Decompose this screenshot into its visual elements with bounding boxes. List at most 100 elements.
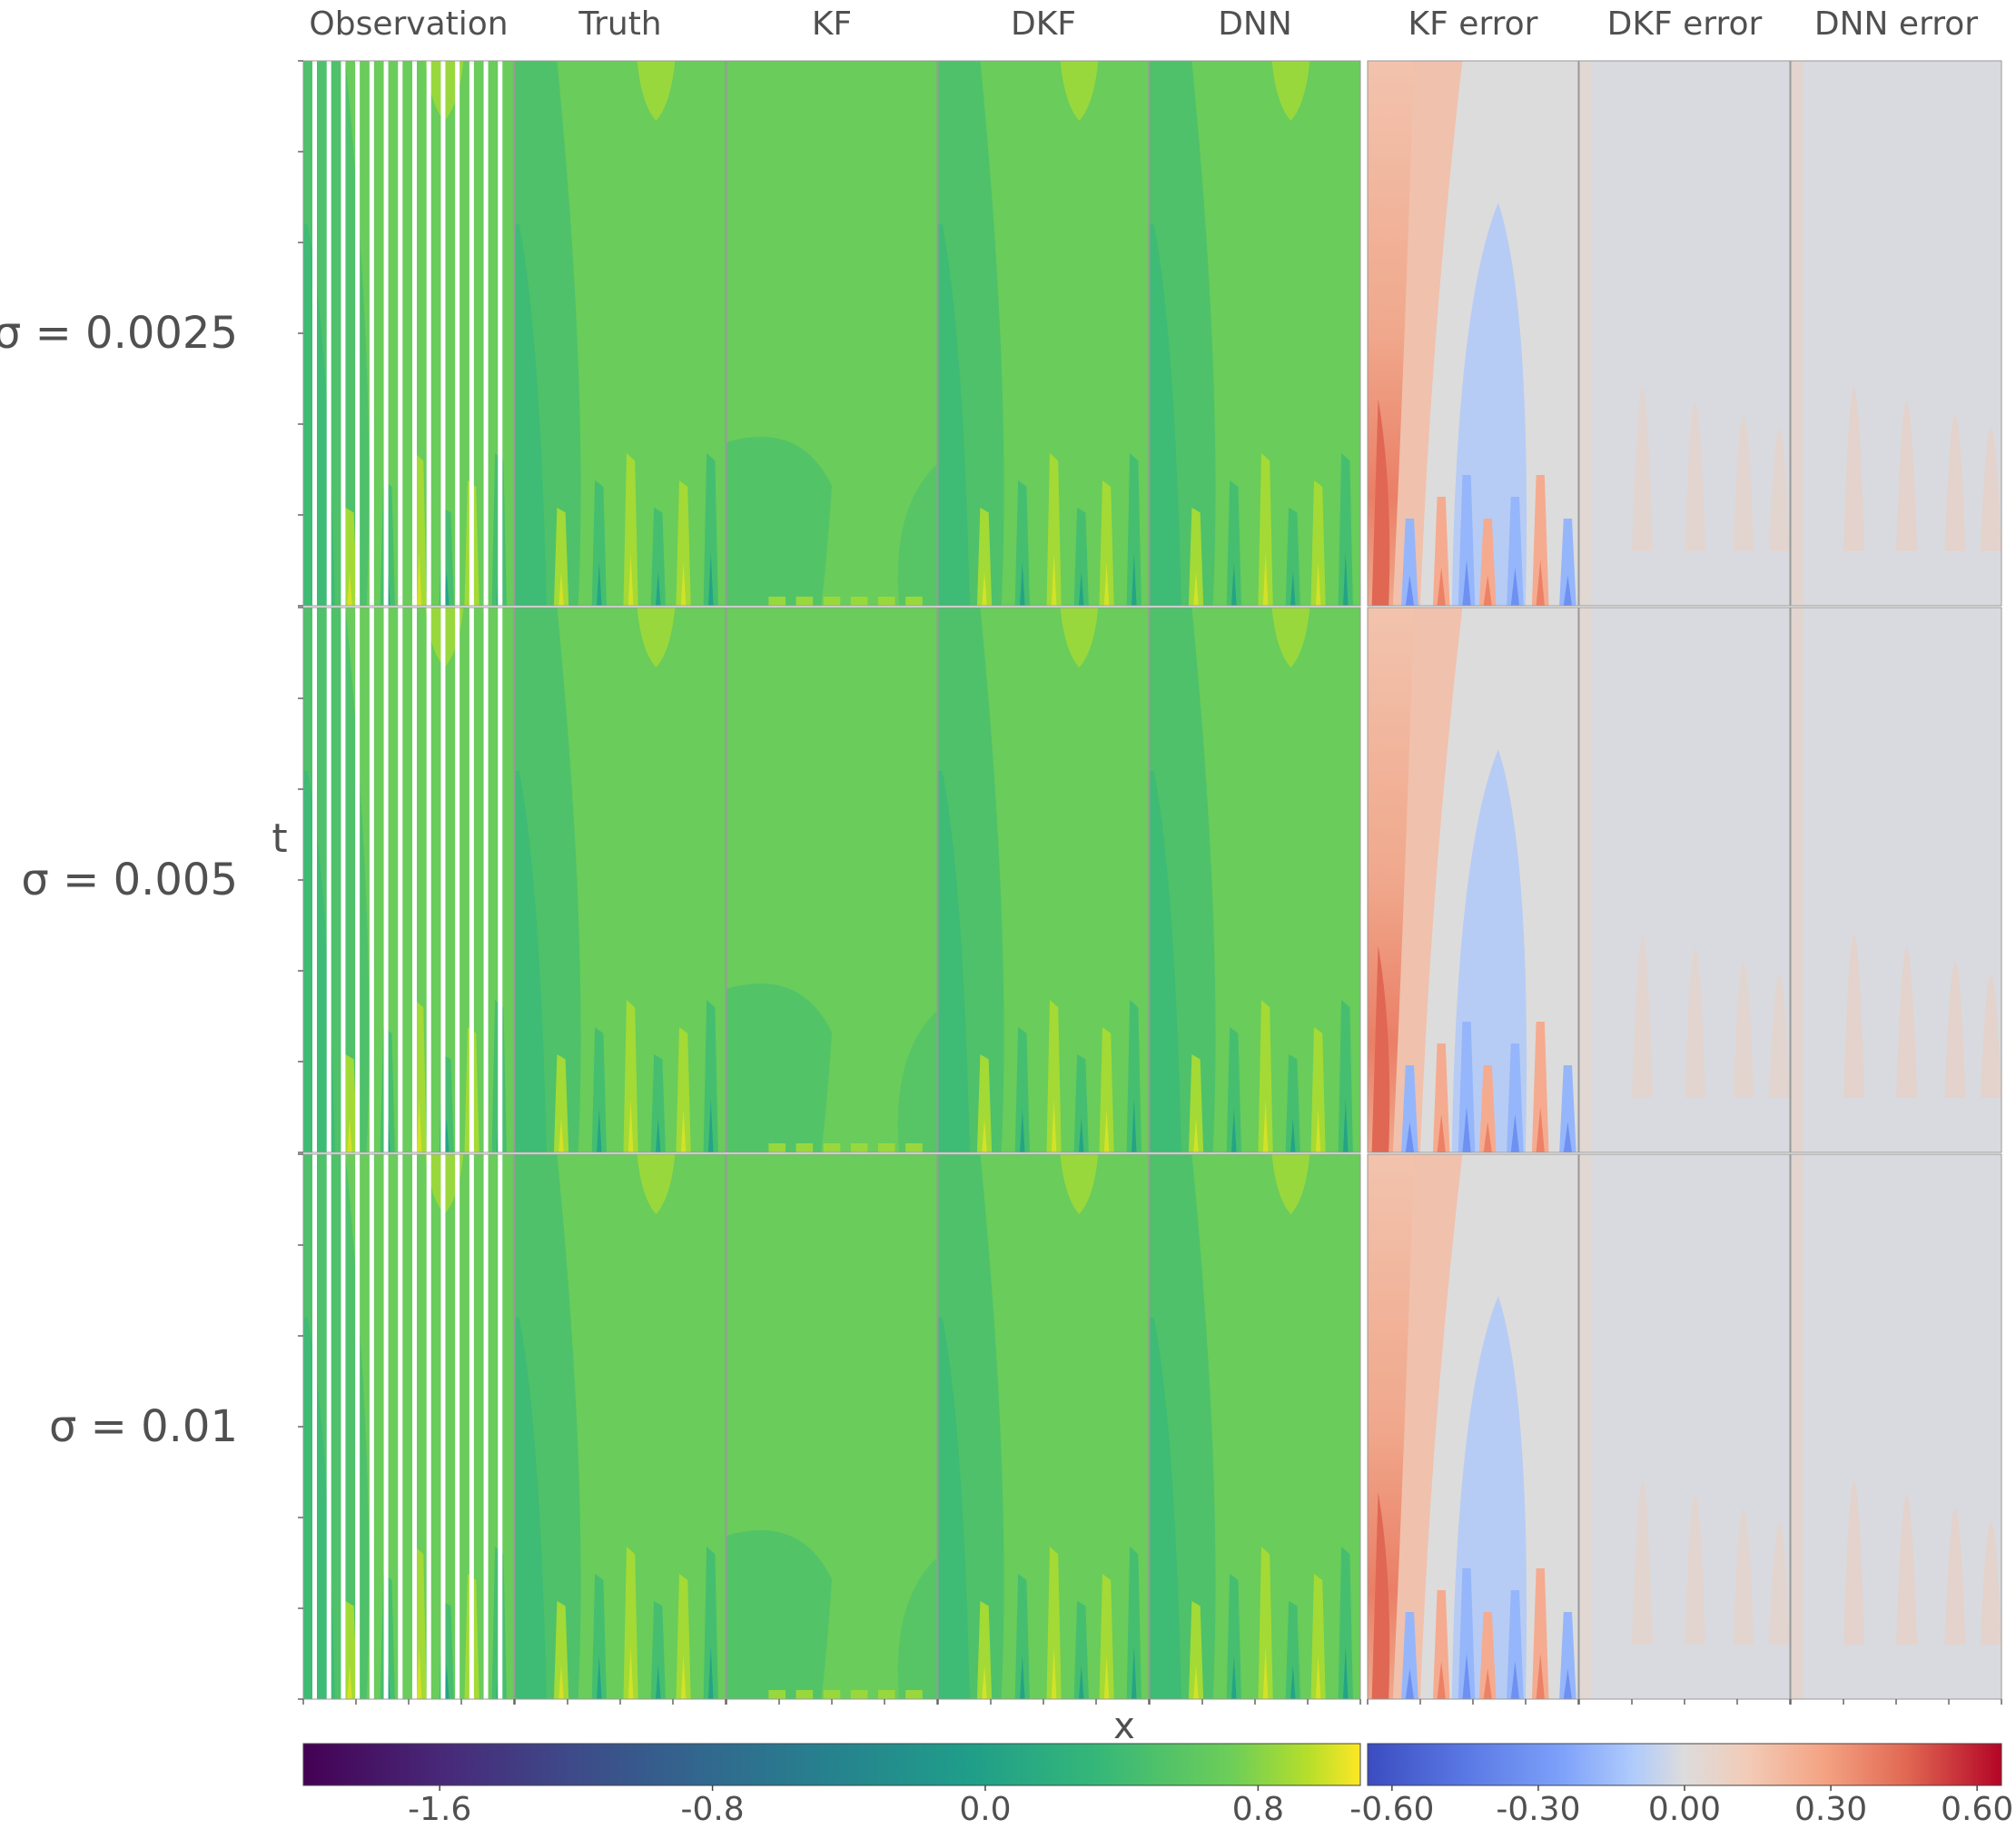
- observation-gap: [369, 61, 374, 606]
- field-spike-core: [416, 552, 422, 606]
- observation-gap: [412, 61, 417, 606]
- field-bottom-spike: [976, 508, 993, 606]
- panel-border: [1790, 60, 2002, 607]
- field-bottom-spike: [1046, 1000, 1062, 1152]
- field-top-peak: [637, 61, 676, 121]
- column-titles: Observation Truth KF DKF DNN KF error DKF erro…: [309, 5, 1978, 43]
- colorbar-tick-label: -1.6: [408, 1791, 471, 1828]
- error-background: [1579, 61, 1790, 606]
- colorbar-error-bar: [1367, 1743, 2002, 1786]
- panel-border: [726, 607, 938, 1153]
- field-bottom-spike: [703, 1000, 718, 1152]
- kf-error-spike: [1559, 519, 1576, 606]
- field-bottom-spike: [1073, 508, 1089, 606]
- field-bottom-spike: [1258, 1000, 1273, 1152]
- error-ripple: [1579, 608, 1592, 1152]
- field-top-peak: [1060, 61, 1099, 121]
- field-spike-core: [416, 1099, 422, 1152]
- field-spike-core: [558, 1665, 564, 1699]
- kf-error-left-peak: [1371, 1492, 1390, 1699]
- panels: [302, 60, 2002, 1700]
- kf-error-spike-core: [1536, 1106, 1545, 1152]
- kf-bottom-blob: [897, 1011, 937, 1152]
- field-left-band-inner: [515, 771, 547, 1152]
- field-top-peak: [1060, 608, 1099, 667]
- observation-gap: [355, 61, 361, 606]
- field-spike-core: [1020, 561, 1025, 606]
- kf-bottom-spike: [768, 1690, 786, 1699]
- field-bottom-spike: [650, 1054, 666, 1152]
- kf-bottom-spike: [905, 1143, 923, 1152]
- field-spike-core: [707, 1099, 714, 1152]
- field-bottom-spike: [623, 1547, 638, 1699]
- field-top-peak: [637, 608, 676, 667]
- observation-gap: [326, 61, 331, 606]
- field-bottom-spike: [1188, 1054, 1204, 1152]
- error-ripple: [1685, 1495, 1706, 1645]
- field-spike-core: [1315, 1108, 1321, 1152]
- panel-dnn-row3: [1149, 1153, 1361, 1700]
- error-ripple: [1896, 401, 1918, 551]
- field-bottom-spike: [1126, 453, 1141, 606]
- field-bottom-spike: [703, 1547, 718, 1699]
- field-bottom-spike: [591, 480, 607, 606]
- error-ripple: [1843, 388, 1865, 551]
- column-title: DKF: [1011, 5, 1076, 43]
- field-spike-core: [1103, 561, 1110, 606]
- kf-error-spike: [1478, 1065, 1497, 1152]
- kf-bottom-spike: [768, 597, 786, 606]
- field-bottom-spike: [676, 1027, 691, 1152]
- kf-error-spike-core: [1536, 559, 1545, 606]
- kf-error-left-peak: [1371, 399, 1390, 606]
- observation-gap: [312, 608, 317, 1152]
- observation-gap: [469, 61, 474, 606]
- kf-error-spike: [1559, 1612, 1576, 1699]
- colorbar-tick-label: -0.60: [1349, 1791, 1434, 1828]
- panel-dnn-row2: [1149, 607, 1361, 1153]
- field-bottom-spike: [1285, 1601, 1300, 1699]
- colorbar-tick-label: -0.30: [1496, 1791, 1580, 1828]
- field-spike-core: [1078, 571, 1084, 606]
- kf-error-spike: [1401, 1065, 1418, 1152]
- colorbar-state: -1.6 -0.8 0.0 0.8: [302, 1743, 1361, 1828]
- field-bottom-spike: [1099, 1027, 1114, 1152]
- kf-bottom-spike: [850, 1143, 868, 1152]
- field-bottom-spike: [1310, 480, 1326, 606]
- field-spike-core: [1342, 1099, 1349, 1152]
- observation-gap: [369, 1154, 374, 1699]
- colorbar-error: -0.60 -0.30 0.00 0.30 0.60: [1349, 1743, 2013, 1828]
- kf-bottom-spike: [850, 597, 868, 606]
- kf-error-spike: [1507, 497, 1524, 606]
- field-spike-core: [416, 1646, 422, 1699]
- field-spike-core: [1078, 1665, 1084, 1699]
- panel-border: [937, 60, 1150, 607]
- field-spike-core: [982, 1118, 987, 1152]
- kf-error-spike-core: [1483, 1122, 1492, 1152]
- error-background: [1791, 61, 2001, 606]
- panel-kf-row2: [726, 607, 938, 1153]
- kf-bottom-spike: [796, 1690, 814, 1699]
- panel-border: [1578, 607, 1791, 1153]
- error-ripple: [1685, 401, 1706, 551]
- kf-error-spike: [1531, 1022, 1549, 1152]
- column-title: Observation: [309, 5, 508, 43]
- field-left-band-inner: [515, 224, 547, 606]
- kf-error-spike: [1458, 1568, 1476, 1699]
- observation-gap: [398, 61, 403, 606]
- field-spike-core: [1103, 1655, 1110, 1699]
- kf-bottom-spike: [823, 1143, 841, 1152]
- field-bottom-spike: [553, 1601, 569, 1699]
- field-bottom-spike: [1073, 1054, 1089, 1152]
- row-label: σ = 0.005: [21, 855, 238, 905]
- column-title: DNN error: [1814, 5, 1978, 43]
- field-spike-core: [558, 1118, 564, 1152]
- kf-bottom-spike: [878, 1143, 895, 1152]
- field-top-peak: [1271, 61, 1310, 121]
- observation-gap: [455, 61, 460, 606]
- field-spike-core: [680, 561, 687, 606]
- error-background: [1791, 1154, 2001, 1699]
- field-spike-core: [628, 1099, 634, 1152]
- observation-gap: [440, 1154, 446, 1699]
- observation-gap: [398, 1154, 403, 1699]
